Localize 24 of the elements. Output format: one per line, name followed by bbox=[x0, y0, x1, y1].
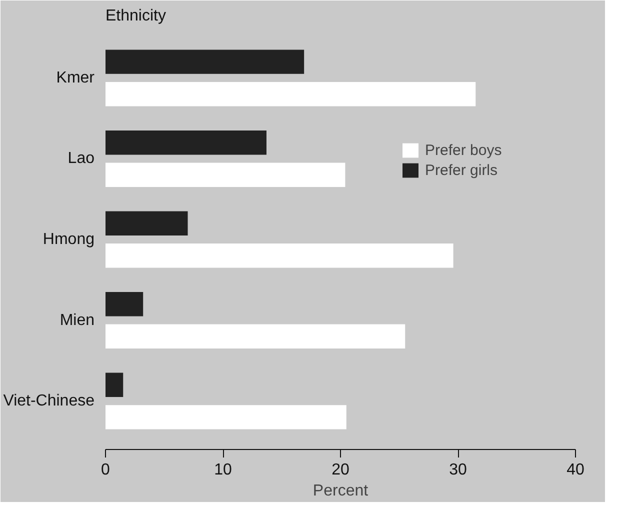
bar bbox=[106, 372, 124, 397]
bar bbox=[106, 244, 454, 268]
y-tick-label: Kmer bbox=[56, 69, 96, 86]
y-tick-label: Viet-Chinese bbox=[3, 392, 95, 410]
y-axis-title: Ethnicity bbox=[106, 8, 166, 24]
bar bbox=[106, 162, 346, 187]
x-axis-title: Percent bbox=[312, 482, 369, 500]
x-tick-label: 20 bbox=[332, 462, 350, 478]
x-tick-label: 40 bbox=[566, 462, 584, 478]
bar bbox=[106, 292, 144, 316]
y-tick-label: Hmong bbox=[42, 231, 94, 248]
legend-label: Prefer girls bbox=[425, 162, 498, 178]
bar bbox=[106, 324, 406, 349]
y-tick-label: Lao bbox=[68, 150, 95, 168]
bar bbox=[106, 50, 304, 74]
x-tick-label: 30 bbox=[449, 462, 467, 478]
bar bbox=[106, 405, 346, 430]
x-tick-label: 0 bbox=[101, 462, 110, 478]
bar bbox=[106, 130, 266, 155]
bar bbox=[106, 211, 188, 236]
x-tick-label: 10 bbox=[214, 462, 232, 478]
bar bbox=[106, 82, 476, 106]
y-tick-label: Mien bbox=[60, 312, 95, 329]
legend-label: Prefer boys bbox=[425, 142, 502, 158]
